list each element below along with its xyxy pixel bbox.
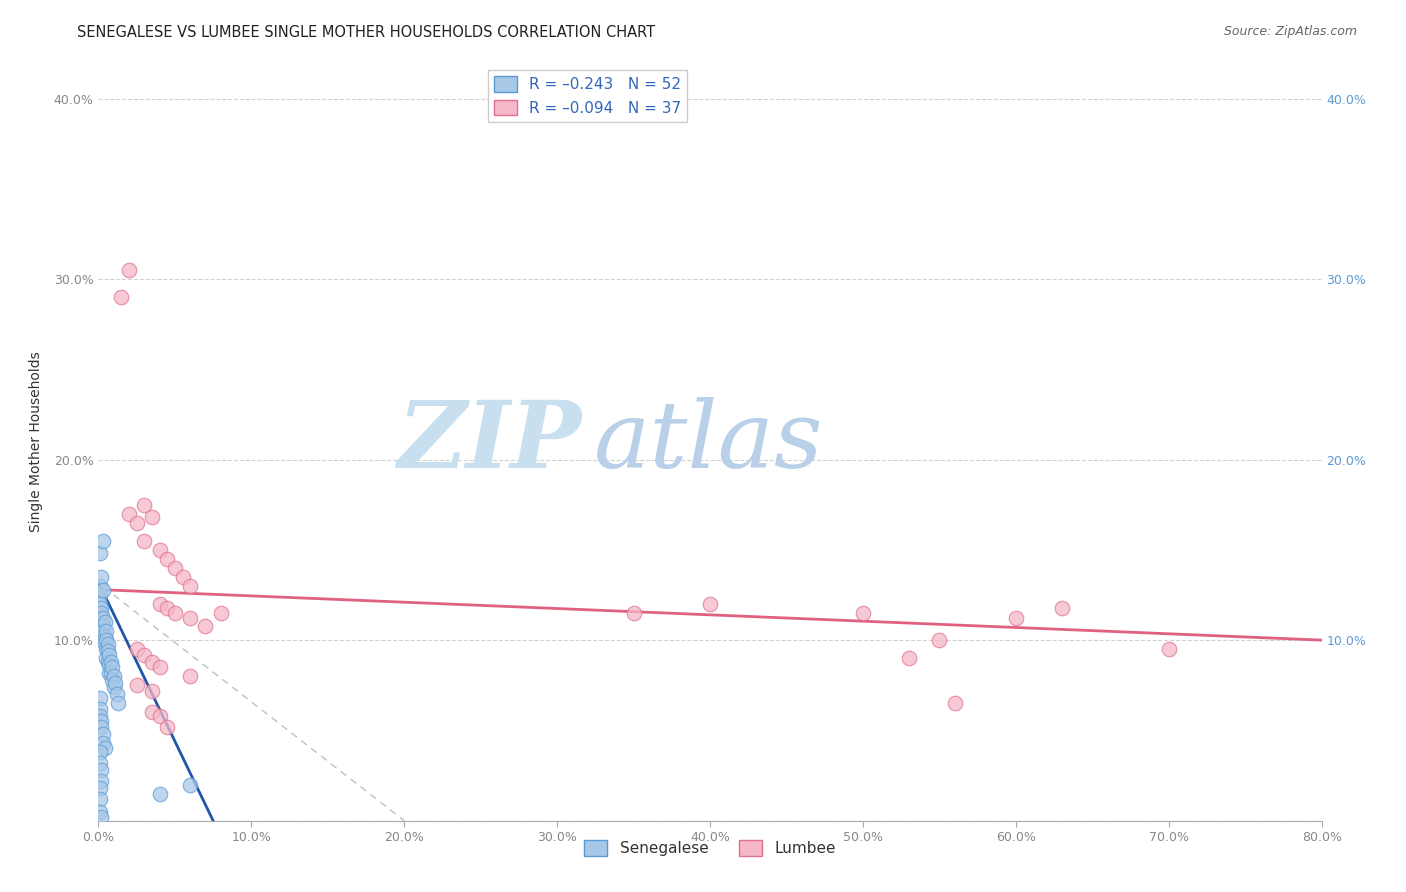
Point <box>89 588 111 602</box>
Point <box>179 778 201 792</box>
Point <box>89 745 111 759</box>
Point <box>93 630 115 644</box>
Point <box>89 702 111 716</box>
Point <box>623 606 645 620</box>
Point <box>928 633 950 648</box>
Point <box>134 648 156 662</box>
Text: ZIP: ZIP <box>398 397 582 486</box>
Point <box>103 680 125 694</box>
Point <box>90 720 112 734</box>
Point <box>89 781 111 796</box>
Point <box>90 570 112 584</box>
Point <box>1157 642 1180 657</box>
Point <box>156 600 179 615</box>
Point <box>91 611 114 625</box>
Point <box>852 606 875 620</box>
Point <box>93 741 115 756</box>
Point <box>104 676 127 690</box>
Point <box>125 678 148 692</box>
Point <box>91 736 114 750</box>
Point <box>179 669 201 683</box>
Point <box>91 582 114 597</box>
Point <box>98 665 121 680</box>
Point <box>897 651 920 665</box>
Point <box>97 644 120 658</box>
Point <box>107 696 129 710</box>
Point <box>94 642 117 657</box>
Point <box>141 706 163 720</box>
Point <box>89 805 111 819</box>
Point <box>134 533 156 548</box>
Point <box>91 618 114 632</box>
Point <box>141 510 163 524</box>
Point <box>90 714 112 729</box>
Point <box>125 516 148 530</box>
Point <box>149 542 172 557</box>
Y-axis label: Single Mother Households: Single Mother Households <box>28 351 42 532</box>
Point <box>101 660 124 674</box>
Point <box>89 792 111 806</box>
Point <box>149 787 172 801</box>
Text: atlas: atlas <box>593 397 824 486</box>
Point <box>149 597 172 611</box>
Point <box>97 637 120 651</box>
Text: SENEGALESE VS LUMBEE SINGLE MOTHER HOUSEHOLDS CORRELATION CHART: SENEGALESE VS LUMBEE SINGLE MOTHER HOUSE… <box>77 25 655 40</box>
Point <box>156 720 179 734</box>
Point <box>93 615 115 629</box>
Point <box>94 651 117 665</box>
Point <box>699 597 721 611</box>
Point <box>125 642 148 657</box>
Point <box>100 655 122 669</box>
Point <box>91 533 114 548</box>
Point <box>90 600 112 615</box>
Point <box>141 655 163 669</box>
Point <box>89 579 111 593</box>
Point <box>98 658 121 673</box>
Point <box>118 507 141 521</box>
Point <box>1004 611 1026 625</box>
Point <box>134 498 156 512</box>
Point <box>149 709 172 723</box>
Point <box>89 597 111 611</box>
Point <box>118 263 141 277</box>
Point <box>100 665 122 680</box>
Point <box>103 669 125 683</box>
Point <box>89 756 111 770</box>
Point <box>194 618 217 632</box>
Point <box>209 606 232 620</box>
Point <box>90 763 112 777</box>
Point <box>89 546 111 560</box>
Point <box>91 624 114 639</box>
Point <box>110 290 132 304</box>
Text: Source: ZipAtlas.com: Source: ZipAtlas.com <box>1223 25 1357 38</box>
Legend: Senegalese, Lumbee: Senegalese, Lumbee <box>578 834 842 863</box>
Point <box>98 648 121 662</box>
Point <box>156 552 179 566</box>
Point <box>101 673 124 687</box>
Point <box>90 810 112 824</box>
Point <box>89 690 111 705</box>
Point <box>149 660 172 674</box>
Point <box>89 709 111 723</box>
Point <box>94 624 117 639</box>
Point <box>1050 600 1073 615</box>
Point <box>163 606 186 620</box>
Point <box>179 579 201 593</box>
Point <box>97 655 120 669</box>
Point <box>105 687 128 701</box>
Point <box>141 683 163 698</box>
Point <box>90 773 112 788</box>
Point <box>163 561 186 575</box>
Point <box>172 570 194 584</box>
Point <box>90 606 112 620</box>
Point <box>91 727 114 741</box>
Point <box>93 637 115 651</box>
Point <box>94 633 117 648</box>
Point <box>179 611 201 625</box>
Point <box>943 696 966 710</box>
